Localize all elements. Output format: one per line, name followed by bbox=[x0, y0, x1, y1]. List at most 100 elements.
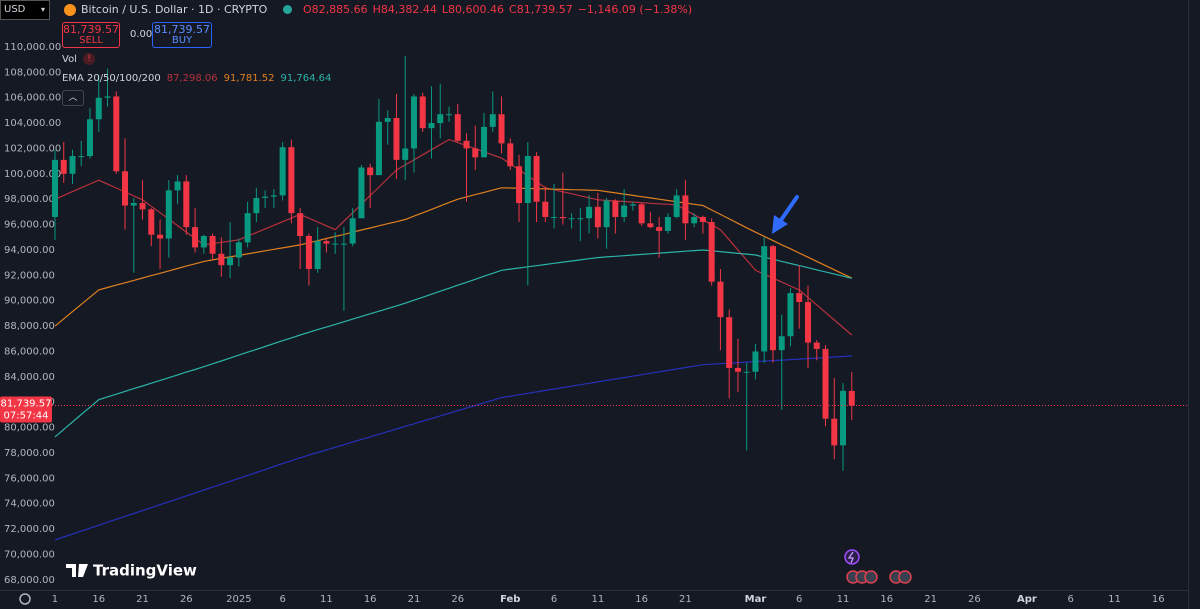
candle-body bbox=[673, 195, 680, 217]
candle-body bbox=[78, 156, 85, 158]
candle-body bbox=[122, 171, 129, 206]
collapse-button[interactable]: ︿ bbox=[62, 90, 84, 106]
price-label: 81,739.57 bbox=[1, 399, 52, 410]
x-tick-label: 11 bbox=[320, 594, 333, 605]
candle-body bbox=[840, 390, 847, 446]
ema-label: EMA 20/50/100/200 bbox=[62, 73, 161, 84]
dropdown-caret: ▾ bbox=[40, 5, 45, 14]
candle-body bbox=[612, 200, 619, 217]
candle-body bbox=[183, 181, 190, 228]
candle-body bbox=[367, 167, 374, 176]
candle-body bbox=[253, 197, 260, 214]
y-tick-label: 72,000.00 bbox=[4, 524, 55, 535]
candle-body bbox=[174, 181, 181, 191]
countdown: 07:57:44 bbox=[4, 411, 49, 422]
x-tick-label: 11 bbox=[837, 594, 850, 605]
event-icon[interactable] bbox=[844, 549, 860, 565]
candle-body bbox=[586, 206, 593, 219]
candle-body bbox=[192, 227, 199, 248]
candle-body bbox=[621, 205, 628, 217]
volume-warning[interactable]: ! bbox=[83, 53, 95, 65]
event-icon-glyph bbox=[847, 551, 854, 564]
candle-body bbox=[708, 222, 715, 282]
x-tick-label: 11 bbox=[591, 594, 604, 605]
sell-label: SELL bbox=[79, 35, 103, 46]
annotation-arrow bbox=[779, 195, 799, 222]
candle-body bbox=[384, 118, 391, 122]
buy-button[interactable]: 81,739.57 BUY bbox=[152, 22, 212, 48]
ohlc-value: O82,885.66 bbox=[303, 3, 368, 16]
ema-value: 87,298.06 bbox=[166, 73, 218, 84]
candle-body bbox=[647, 223, 654, 228]
y-tick-label: 102,000.00 bbox=[4, 143, 61, 154]
market-status bbox=[283, 5, 292, 14]
candle-body bbox=[445, 114, 452, 116]
ema-line bbox=[54, 249, 852, 438]
candle-body bbox=[340, 243, 347, 245]
candle-body bbox=[603, 200, 610, 228]
x-tick-label: Mar bbox=[745, 594, 767, 605]
candle-body bbox=[472, 148, 479, 158]
x-tick-label: 21 bbox=[136, 594, 149, 605]
candle-body bbox=[507, 143, 514, 167]
candle-body bbox=[559, 216, 566, 219]
ema-line bbox=[54, 355, 852, 541]
candle-body bbox=[104, 96, 111, 98]
candle-body bbox=[454, 114, 461, 141]
candle-body bbox=[314, 241, 321, 269]
ohlc-value: H84,382.44 bbox=[372, 3, 437, 16]
x-tick-label: 16 bbox=[364, 594, 377, 605]
candle-body bbox=[244, 213, 251, 243]
y-tick-label: 108,000.00 bbox=[4, 67, 61, 78]
y-tick-label: 106,000.00 bbox=[4, 93, 61, 104]
plot: 68,000.00 70,000.00 72,000.00 74,000.00 76,0… bbox=[4, 42, 1188, 605]
y-tick-label: 70,000.00 bbox=[4, 549, 55, 560]
candle-body bbox=[139, 203, 146, 210]
candle-body bbox=[218, 253, 225, 266]
y-tick-label: 68,000.00 bbox=[4, 575, 55, 586]
settings-icon[interactable] bbox=[19, 593, 31, 605]
y-tick-label: 96,000.00 bbox=[4, 220, 55, 231]
event-flag[interactable] bbox=[898, 570, 912, 584]
candle-body bbox=[769, 246, 776, 351]
candle-body bbox=[270, 195, 277, 197]
candle-body bbox=[568, 218, 575, 220]
currency-selector[interactable]: USD ▾ bbox=[0, 0, 50, 20]
x-tick-label: Feb bbox=[500, 594, 520, 605]
x-tick-label: 26 bbox=[968, 594, 981, 605]
candle-body bbox=[437, 114, 444, 124]
candle-body bbox=[410, 96, 417, 149]
ohlc-value: −1,146.09 (−1.38%) bbox=[577, 3, 693, 16]
candle-body bbox=[113, 96, 120, 172]
candle-body bbox=[542, 201, 549, 217]
y-tick-label: 110,000.00 bbox=[4, 42, 61, 53]
candle-body bbox=[813, 342, 820, 349]
y-tick-label: 84,000.00 bbox=[4, 372, 55, 383]
event-flag[interactable] bbox=[864, 570, 878, 584]
candle-body bbox=[323, 241, 330, 244]
ohlc-value: C81,739.57 bbox=[509, 3, 573, 16]
candle-body bbox=[349, 218, 356, 244]
sell-button[interactable]: 81,739.57 SELL bbox=[62, 22, 120, 48]
economic-events[interactable] bbox=[846, 570, 912, 584]
candle-body bbox=[148, 209, 155, 235]
candle-body bbox=[726, 317, 733, 368]
candle-body bbox=[664, 216, 671, 231]
candle-body bbox=[428, 123, 435, 129]
candle-body bbox=[297, 213, 304, 236]
candle-body bbox=[51, 159, 58, 217]
candle-body bbox=[682, 195, 689, 224]
x-tick-label: 16 bbox=[1152, 594, 1165, 605]
candle-body bbox=[498, 114, 505, 144]
x-tick-label: 21 bbox=[408, 594, 421, 605]
buy-price: 81,739.57 bbox=[154, 23, 210, 36]
y-tick-label: 76,000.00 bbox=[4, 473, 55, 484]
x-tick-label: Apr bbox=[1017, 594, 1037, 605]
candle-body bbox=[656, 227, 663, 231]
symbol-title: Bitcoin / U.S. Dollar · 1D · CRYPTO bbox=[81, 3, 268, 16]
candle-body bbox=[130, 203, 137, 206]
candle-body bbox=[419, 96, 426, 129]
annotation-arrow-head bbox=[772, 215, 788, 234]
candle-body bbox=[288, 147, 295, 214]
